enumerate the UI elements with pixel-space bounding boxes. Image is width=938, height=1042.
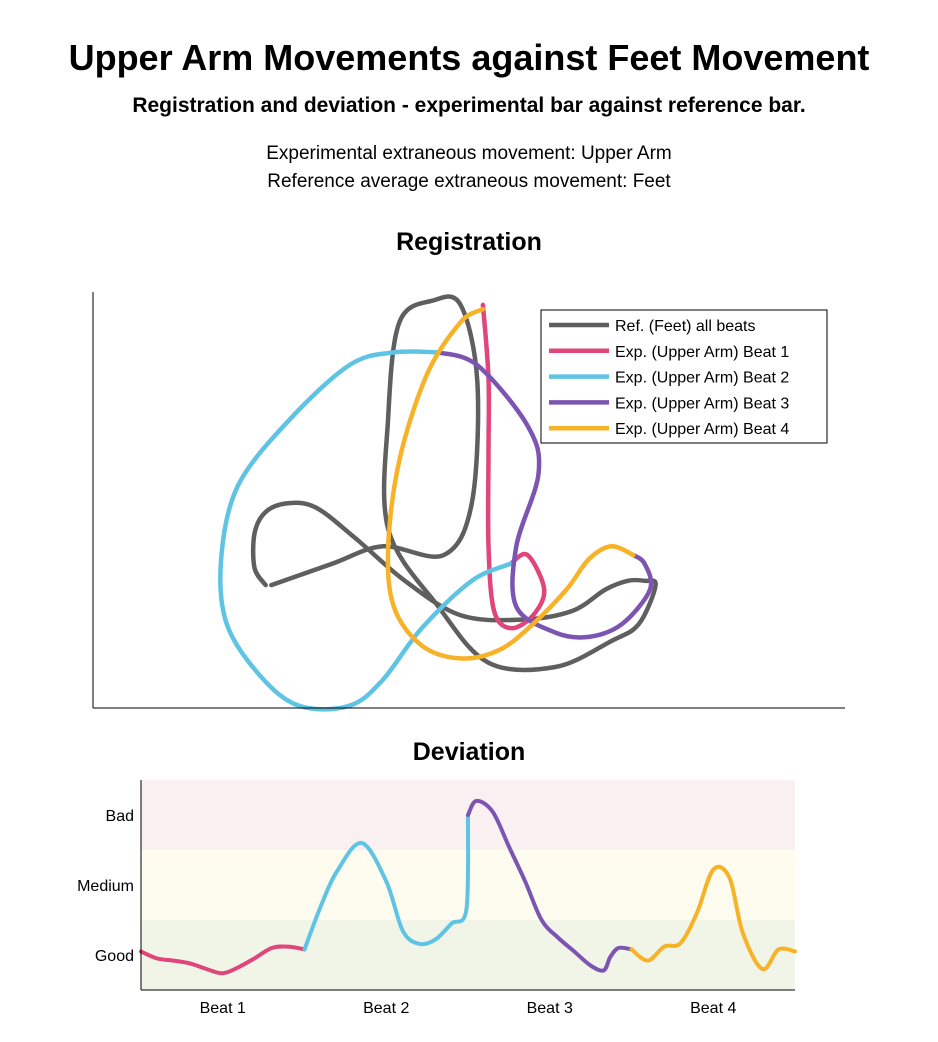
deviation-line-beat-2 (302, 813, 471, 952)
registration-plot (218, 294, 658, 712)
deviation-x-tick-beat-2: Beat 2 (363, 1000, 409, 1017)
legend-label-beat-2: Exp. (Upper Arm) Beat 2 (615, 370, 789, 387)
legend-label-beat-4: Exp. (Upper Arm) Beat 4 (615, 421, 789, 438)
deviation-y-tick-good: Good (95, 948, 134, 965)
band-good (141, 920, 795, 990)
deviation-y-tick-medium: Medium (77, 878, 134, 895)
deviation-line-beat-4 (629, 864, 797, 972)
figure-title: Upper Arm Movements against Feet Movemen… (69, 37, 870, 78)
deviation-plot (139, 798, 797, 976)
legend-box (540, 309, 828, 444)
deviation-x-tick-beat-1: Beat 1 (200, 1000, 246, 1017)
legend-label-reference: Ref. (Feet) all beats (615, 318, 756, 335)
registration-line-reference (250, 294, 658, 673)
registration-line-beat-1 (480, 302, 547, 631)
deviation-x-tick-beat-4: Beat 4 (690, 1000, 736, 1017)
deviation-y-tick-labels: Good Medium Bad (77, 808, 134, 965)
registration-line-beat-3 (436, 350, 654, 640)
deviation-x-tick-beat-3: Beat 3 (527, 1000, 573, 1017)
experimental-movement-label: Experimental extraneous movement: Upper … (266, 143, 672, 164)
reference-movement-label: Reference average extraneous movement: F… (267, 171, 671, 192)
figure-subtitle: Registration and deviation - experimenta… (132, 94, 805, 117)
deviation-line-beat-1 (139, 944, 307, 976)
registration-title: Registration (396, 228, 542, 256)
registration-line-beat-2 (218, 349, 514, 712)
deviation-line-beat-3 (466, 798, 634, 973)
deviation-y-tick-bad: Bad (106, 808, 134, 825)
legend-label-beat-3: Exp. (Upper Arm) Beat 3 (615, 395, 789, 412)
deviation-x-tick-labels: Beat 1 Beat 2 Beat 3 Beat 4 (200, 1000, 737, 1017)
legend-label-beat-1: Exp. (Upper Arm) Beat 1 (615, 344, 789, 361)
registration-line-beat-4 (385, 306, 636, 661)
deviation-title: Deviation (413, 738, 526, 766)
registration-legend: Ref. (Feet) all beats Exp. (Upper Arm) Be… (540, 309, 828, 444)
